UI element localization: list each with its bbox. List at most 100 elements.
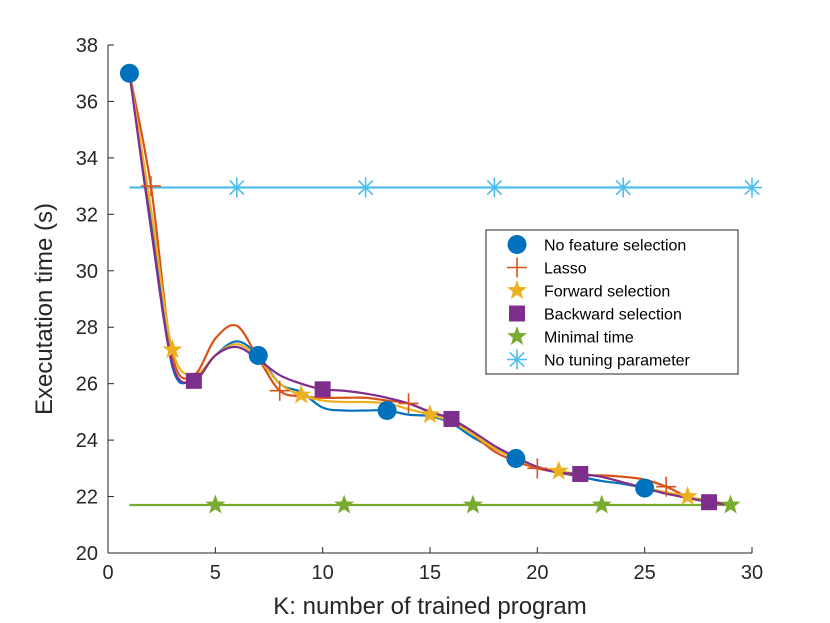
y-tick-label: 22 <box>76 487 98 509</box>
y-tick-label: 30 <box>76 261 98 283</box>
data-point-lasso-shape <box>656 476 677 497</box>
data-point-minimal-time-shape <box>591 494 612 514</box>
data-point-minimal-time-shape <box>334 494 355 514</box>
data-point-no-tuning-parameter <box>226 177 247 198</box>
data-point-forward-selection-shape <box>420 404 440 424</box>
legend-marker-no-feature-selection-shape <box>507 235 527 254</box>
data-point-no-feature-selection-shape <box>248 345 268 365</box>
data-point-forward-selection <box>548 460 569 480</box>
data-point-no-tuning-parameter-shape <box>613 177 634 198</box>
data-point-forward-selection <box>162 339 183 359</box>
data-point-lasso-shape <box>527 458 548 479</box>
data-point-forward-selection-shape <box>548 460 569 480</box>
data-point-no-tuning-parameter <box>484 177 505 198</box>
plot-lines <box>128 73 753 507</box>
data-point-minimal-time-shape <box>205 494 226 514</box>
legend: No feature selection Lasso Forward selecti… <box>485 229 739 375</box>
legend-label-no-tuning-parameter: No tuning parameter <box>544 353 691 370</box>
legend-marker-forward-selection-shape <box>507 280 527 299</box>
series-line-backward-selection <box>128 73 731 507</box>
y-ticks: 20 22 24 26 28 30 32 34 36 38 <box>76 35 114 565</box>
legend-box <box>485 229 739 375</box>
legend-marker-no-tuning-parameter <box>507 349 527 370</box>
x-axis-title: K: number of trained program <box>273 593 587 620</box>
x-tick-label: 20 <box>526 562 548 584</box>
data-point-lasso-shape <box>398 393 419 414</box>
data-point-lasso <box>398 393 419 414</box>
data-point-backward-selection-shape <box>443 410 460 427</box>
data-point-backward-selection <box>314 381 331 398</box>
data-point-no-feature-selection <box>119 63 139 83</box>
data-point-no-feature-selection-shape <box>635 478 655 498</box>
data-point-minimal-time-shape <box>462 494 483 514</box>
data-point-no-feature-selection <box>377 400 397 420</box>
data-point-no-tuning-parameter-shape <box>355 177 376 198</box>
data-point-minimal-time <box>462 494 483 514</box>
x-tick-label: 10 <box>312 562 334 584</box>
y-tick-label: 24 <box>76 430 98 452</box>
legend-marker-lasso-shape <box>507 257 527 278</box>
data-point-forward-selection-shape <box>291 384 312 404</box>
data-point-backward-selection <box>185 372 202 389</box>
y-tick-label: 32 <box>76 204 98 226</box>
data-point-lasso-shape <box>140 176 161 197</box>
data-point-no-tuning-parameter <box>742 177 762 198</box>
legend-marker-no-feature-selection <box>507 235 527 254</box>
legend-marker-forward-selection <box>507 280 527 299</box>
legend-item-lasso: Lasso <box>507 257 587 278</box>
x-tick-label: 5 <box>210 562 221 584</box>
data-point-minimal-time <box>591 494 612 514</box>
data-point-minimal-time <box>205 494 226 514</box>
y-tick-label: 38 <box>76 35 98 57</box>
x-tick-label: 0 <box>102 562 113 584</box>
data-point-backward-selection-shape <box>701 494 718 511</box>
x-tick-label: 15 <box>419 562 441 584</box>
data-point-no-feature-selection-shape <box>506 448 526 468</box>
plot-markers <box>119 63 762 514</box>
data-point-no-feature-selection <box>506 448 526 468</box>
data-point-lasso <box>527 458 548 479</box>
legend-item-no-feature-selection: No feature selection <box>507 235 686 255</box>
data-point-backward-selection-shape <box>185 372 202 389</box>
data-point-no-feature-selection <box>248 345 268 365</box>
data-point-backward-selection <box>443 410 460 427</box>
y-tick-label: 26 <box>76 374 98 396</box>
legend-label-lasso: Lasso <box>544 261 587 278</box>
data-point-minimal-time <box>334 494 355 514</box>
legend-label-minimal-time: Minimal time <box>544 330 634 347</box>
data-point-minimal-time <box>720 494 741 514</box>
data-point-no-tuning-parameter-shape <box>484 177 505 198</box>
data-point-no-feature-selection-shape <box>377 400 397 420</box>
data-point-no-tuning-parameter <box>613 177 634 198</box>
data-point-lasso <box>140 176 161 197</box>
legend-label-no-feature-selection: No feature selection <box>544 238 686 255</box>
legend-marker-backward-selection <box>509 305 525 322</box>
y-tick-label: 28 <box>76 317 98 339</box>
data-point-no-tuning-parameter <box>355 177 376 198</box>
data-point-forward-selection <box>677 486 698 506</box>
legend-marker-lasso <box>507 257 527 278</box>
legend-item-backward-selection: Backward selection <box>509 305 682 324</box>
data-point-backward-selection-shape <box>572 465 589 482</box>
data-point-no-tuning-parameter-shape <box>226 177 247 198</box>
data-point-forward-selection <box>420 404 440 424</box>
data-point-no-feature-selection <box>635 478 655 498</box>
data-point-forward-selection-shape <box>162 339 183 359</box>
data-point-backward-selection <box>701 494 718 511</box>
legend-label-forward-selection: Forward selection <box>544 284 670 301</box>
x-ticks: 0 5 10 15 20 25 30 <box>102 547 763 584</box>
y-tick-label: 34 <box>76 148 98 170</box>
data-point-lasso <box>656 476 677 497</box>
legend-marker-minimal-time-shape <box>507 326 527 345</box>
data-point-forward-selection <box>291 384 312 404</box>
data-point-lasso <box>269 380 290 401</box>
y-axis-title: Executation time (s) <box>31 203 58 415</box>
data-point-lasso-shape <box>269 380 290 401</box>
legend-item-forward-selection: Forward selection <box>507 280 670 301</box>
x-tick-label: 25 <box>634 562 656 584</box>
legend-marker-backward-selection-shape <box>509 305 525 322</box>
y-tick-label: 36 <box>76 91 98 113</box>
legend-marker-no-tuning-parameter-shape <box>507 349 527 370</box>
legend-item-minimal-time: Minimal time <box>507 326 634 347</box>
